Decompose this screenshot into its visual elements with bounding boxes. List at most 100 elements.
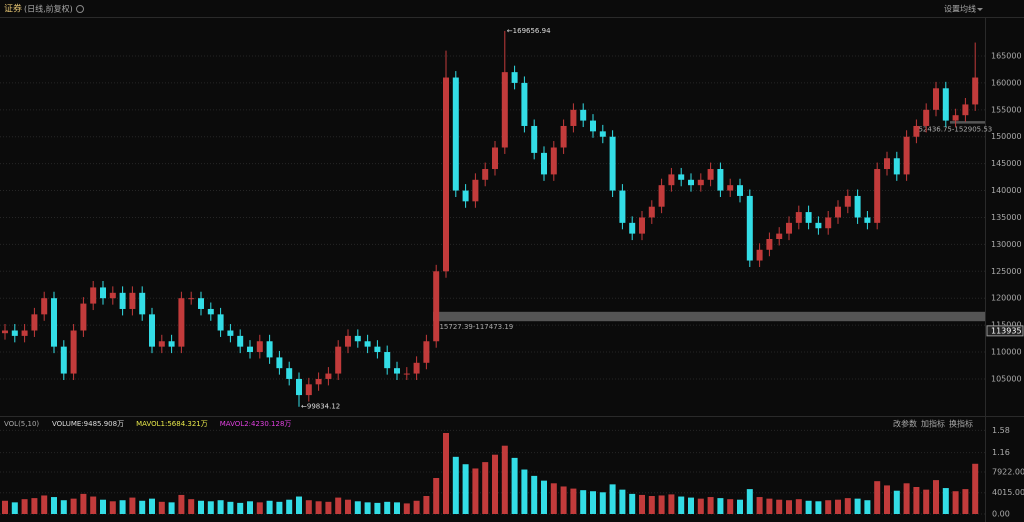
- candle-body: [776, 233, 783, 239]
- y-tick-label: 150000: [991, 132, 1022, 141]
- candle-body: [198, 298, 204, 309]
- indicator-button[interactable]: 换指标: [949, 419, 973, 429]
- candle-body: [237, 335, 244, 347]
- volume-bar: [237, 502, 244, 514]
- candle-body: [933, 88, 939, 110]
- candle-body: [844, 195, 851, 207]
- candle-body: [217, 314, 224, 331]
- volume-bar: [727, 499, 734, 514]
- volume-bar: [109, 501, 116, 514]
- volume-bar: [345, 499, 351, 514]
- volume-bar: [884, 485, 890, 514]
- y-tick-label: 1.58: [992, 426, 1010, 435]
- candle-body: [746, 195, 753, 261]
- volume-bar: [942, 488, 949, 514]
- indicator-title: VOL(5,10): [4, 420, 39, 428]
- volume-bar: [590, 491, 596, 514]
- candle-body: [903, 136, 910, 175]
- candle-body: [109, 292, 116, 299]
- volume-bar: [21, 499, 28, 514]
- candle-body: [384, 352, 391, 369]
- candle-body: [139, 292, 146, 315]
- volume-bar: [746, 489, 753, 514]
- settings-icon[interactable]: [76, 5, 84, 13]
- candle-body: [188, 298, 195, 300]
- volume-bar: [697, 498, 704, 514]
- candle-body: [2, 330, 8, 334]
- candle-body: [521, 82, 528, 126]
- volume-bar: [531, 475, 538, 514]
- volume-bar: [276, 501, 283, 514]
- candle-body: [727, 185, 734, 191]
- candle-body: [786, 222, 792, 234]
- volume-bar: [913, 487, 920, 514]
- volume-bar: [325, 501, 332, 514]
- volume-bar: [707, 497, 714, 514]
- volume-bar: [952, 491, 959, 514]
- volume-bar: [599, 492, 606, 514]
- volume-bar: [903, 483, 910, 514]
- title: 证券: [4, 3, 22, 15]
- candle-body: [41, 298, 48, 315]
- candle-body: [815, 222, 822, 229]
- gap-band: [950, 121, 985, 124]
- volume-bar: [560, 486, 567, 514]
- candle-body: [835, 206, 841, 218]
- volume-bar: [737, 499, 743, 514]
- candle-body: [325, 373, 332, 379]
- volume-bar: [962, 489, 969, 514]
- volume-bar: [972, 463, 979, 514]
- indicator-button[interactable]: 改参数: [893, 419, 917, 429]
- dropdown-icon[interactable]: [977, 8, 983, 11]
- candle-body: [413, 362, 420, 374]
- candle-body: [119, 292, 126, 309]
- candle-body: [648, 206, 655, 218]
- volume-bar: [580, 490, 587, 514]
- volume-bar: [795, 499, 802, 514]
- candle-body: [276, 357, 283, 369]
- volume-bar: [354, 501, 361, 514]
- last-price-box: [986, 325, 1024, 337]
- volume-bar: [60, 500, 67, 514]
- candle-body: [403, 373, 410, 375]
- candle-body: [394, 368, 400, 374]
- volume-bar: [119, 500, 126, 514]
- y-tick-label: 4015.00: [992, 488, 1024, 497]
- ma-button[interactable]: 设置均线: [944, 4, 976, 14]
- volume-bar: [854, 498, 861, 514]
- last-price-label: 113935: [991, 326, 1022, 335]
- volume-bar: [100, 499, 106, 514]
- candle-body: [570, 109, 577, 126]
- volume-bar: [452, 456, 459, 514]
- volume-bar: [305, 500, 312, 514]
- candle-body: [443, 77, 449, 272]
- candle-body: [60, 346, 67, 374]
- volume-bar: [364, 502, 371, 514]
- volume-bar: [149, 498, 155, 514]
- volume-bar: [501, 445, 508, 514]
- candle-body: [472, 179, 479, 202]
- low-label: ←99834.12: [301, 403, 340, 411]
- volume-bar: [70, 498, 77, 514]
- volume-bar: [41, 495, 48, 514]
- candle-body: [364, 341, 371, 347]
- candle-body: [952, 115, 959, 121]
- candle-body: [580, 109, 587, 121]
- volume-bar: [786, 500, 792, 514]
- volume-bar: [188, 499, 195, 514]
- volume-bar: [492, 454, 498, 514]
- candle-body: [335, 346, 342, 374]
- candle-body: [697, 179, 704, 186]
- volume-bar: [521, 469, 528, 514]
- volume-bar: [648, 496, 655, 514]
- indicator-button[interactable]: 加指标: [921, 419, 945, 429]
- volume-bar: [129, 497, 136, 514]
- volume-bar: [678, 496, 685, 514]
- volume-bar: [550, 483, 557, 514]
- candle-body: [756, 249, 763, 261]
- candle-body: [501, 72, 508, 148]
- candle-body: [678, 174, 685, 180]
- indicator-legend: MAVOL1:5684.321万: [136, 420, 208, 428]
- candle-body: [21, 330, 28, 336]
- volume-bar: [2, 500, 8, 514]
